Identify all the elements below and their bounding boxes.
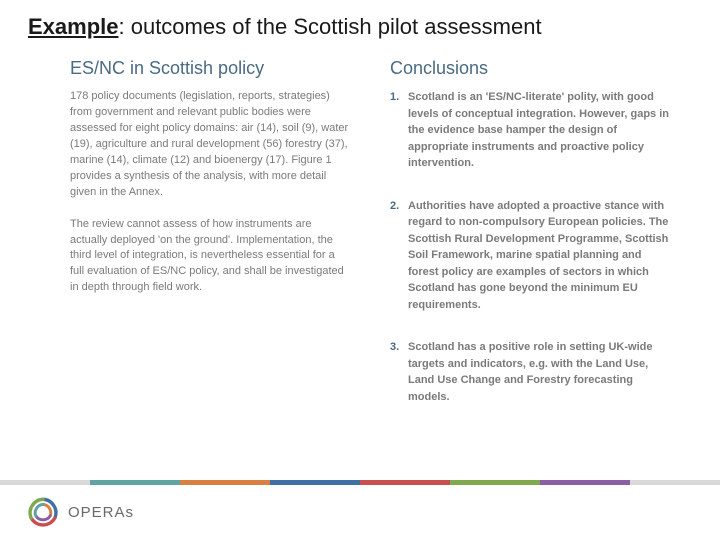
logo: OPERAs xyxy=(0,485,720,529)
title-rest: : outcomes of the Scottish pilot assessm… xyxy=(119,14,542,39)
bar-seg xyxy=(630,480,720,485)
bar-seg xyxy=(540,480,630,485)
footer: OPERAs xyxy=(0,480,720,540)
bar-seg xyxy=(90,480,180,485)
conclusions-list: Scotland is an 'ES/NC-literate' polity, … xyxy=(390,89,670,405)
left-paragraph-2: The review cannot assess of how instrume… xyxy=(70,217,350,297)
content-area: ES/NC in Scottish policy 178 policy docu… xyxy=(0,48,720,431)
left-heading: ES/NC in Scottish policy xyxy=(70,58,350,79)
slide-title: Example: outcomes of the Scottish pilot … xyxy=(0,0,720,48)
swirl-icon xyxy=(26,495,60,529)
bar-seg xyxy=(270,480,360,485)
left-column: ES/NC in Scottish policy 178 policy docu… xyxy=(70,58,350,431)
conclusion-item: Scotland has a positive role in setting … xyxy=(390,339,670,405)
bar-seg xyxy=(360,480,450,485)
bar-seg xyxy=(0,480,90,485)
right-column: Conclusions Scotland is an 'ES/NC-litera… xyxy=(390,58,670,431)
conclusion-item: Scotland is an 'ES/NC-literate' polity, … xyxy=(390,89,670,172)
footer-color-bar xyxy=(0,480,720,485)
conclusion-item: Authorities have adopted a proactive sta… xyxy=(390,198,670,314)
right-heading: Conclusions xyxy=(390,58,670,79)
logo-text: OPERAs xyxy=(68,504,134,521)
bar-seg xyxy=(450,480,540,485)
bar-seg xyxy=(180,480,270,485)
title-bold: Example xyxy=(28,14,119,39)
left-paragraph-1: 178 policy documents (legislation, repor… xyxy=(70,89,350,201)
